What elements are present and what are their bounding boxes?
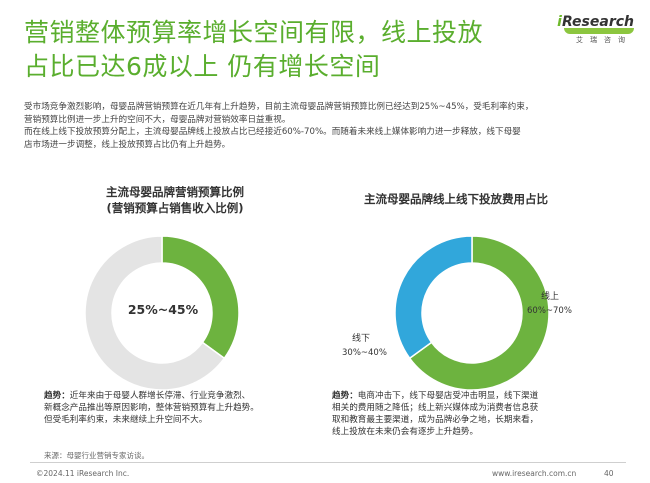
logo-text: iResearch (557, 14, 634, 30)
trend1-label: 趋势： (44, 391, 70, 401)
trend-note-1: 趋势：近年来由于母婴人群增长停滞、行业竞争激烈、 新概念产品推出等原因影响，整体… (44, 390, 279, 426)
copyright: ©2024.11 iResearch Inc. (36, 469, 130, 478)
online-slice (408, 235, 550, 391)
trend2-line1: 电商冲击下，线下母婴店受冲击明显，线下渠道 (357, 391, 539, 401)
chart2-title-line-1: 主流母婴品牌线上线下投放费用占比 (364, 192, 548, 206)
budget-share-slice (161, 235, 240, 360)
trend2-line4: 线上投放在未来仍会有逐步上升趋势。 (332, 427, 479, 437)
title-line-1: 营销整体预算率增长空间有限，线上投放 (24, 18, 484, 47)
offline-pct: 30%~40% (342, 348, 387, 358)
trend1-line1: 近年来由于母婴人群增长停滞、行业竞争激烈、 (69, 391, 251, 401)
logo-i: i (557, 14, 562, 30)
trend1-line3: 但受毛利率约束，未来继续上升空间不大。 (44, 415, 208, 425)
website-link[interactable]: www.iresearch.com.cn (492, 469, 577, 478)
trend2-line3: 取和教育最主要渠道，成为品牌必争之地，长期来看， (332, 415, 539, 425)
page-number: 40 (604, 469, 614, 478)
logo-word: Research (561, 14, 634, 30)
budget-ratio-donut (84, 235, 240, 391)
intro-line-3: 而在线上线下投放预算分配上，主流母婴品牌线上投放占比已经接近60%-70%。而随… (24, 127, 521, 137)
footer-divider (30, 462, 626, 463)
online-pct: 60%~70% (527, 306, 572, 316)
trend1-line2: 新概念产品推出等原因影响，整体营销预算有上升趋势。 (44, 403, 259, 413)
intro-paragraph: 受市场竞争激烈影响，母婴品牌营销预算在近几年有上升趋势，目前主流母婴品牌营销预算… (24, 101, 634, 151)
trend-note-2: 趋势：电商冲击下，线下母婴店受冲击明显，线下渠道 相关的费用随之降低；线上新兴媒… (332, 390, 597, 438)
page-title: 营销整体预算率增长空间有限，线上投放 占比已达6成以上 仍有增长空间 (24, 16, 584, 84)
iresearch-logo: iResearch 艾瑞咨询 (548, 14, 634, 44)
chart1-title-line-2: (营销预算占销售收入比例) (106, 201, 244, 215)
budget-ratio-center-label: 25%~45% (127, 302, 199, 317)
source-note: 来源：母婴行业营销专家访谈。 (44, 451, 149, 460)
offline-slice (394, 235, 473, 360)
trend2-line2: 相关的费用随之降低；线上新兴媒体成为消费者信息获 (332, 403, 539, 413)
trend2-label: 趋势： (332, 391, 358, 401)
chart2-title: 主流母婴品牌线上线下投放费用占比 (326, 191, 586, 207)
offline-label: 线下 (352, 334, 371, 344)
online-offline-donut (394, 235, 550, 391)
online-label: 线上 (541, 292, 560, 302)
intro-line-2: 营销预算比例进一步上升的空间不大，母婴品牌对营销效率日益重视。 (24, 114, 291, 125)
chart1-title-line-1: 主流母婴品牌营销预算比例 (106, 185, 244, 199)
title-line-2: 占比已达6成以上 仍有增长空间 (24, 52, 381, 81)
logo-subtitle: 艾瑞咨询 (576, 36, 632, 44)
remainder-slice (84, 235, 226, 391)
intro-line-4: 店市场进一步调整，线上投放预算占比仍有上升趋势。 (24, 139, 231, 150)
chart1-title: 主流母婴品牌营销预算比例 (营销预算占销售收入比例) (70, 184, 280, 216)
logo-swoosh (564, 28, 634, 34)
intro-line-1: 受市场竞争激烈影响，母婴品牌营销预算在近几年有上升趋势，目前主流母婴品牌营销预算… (24, 102, 534, 112)
